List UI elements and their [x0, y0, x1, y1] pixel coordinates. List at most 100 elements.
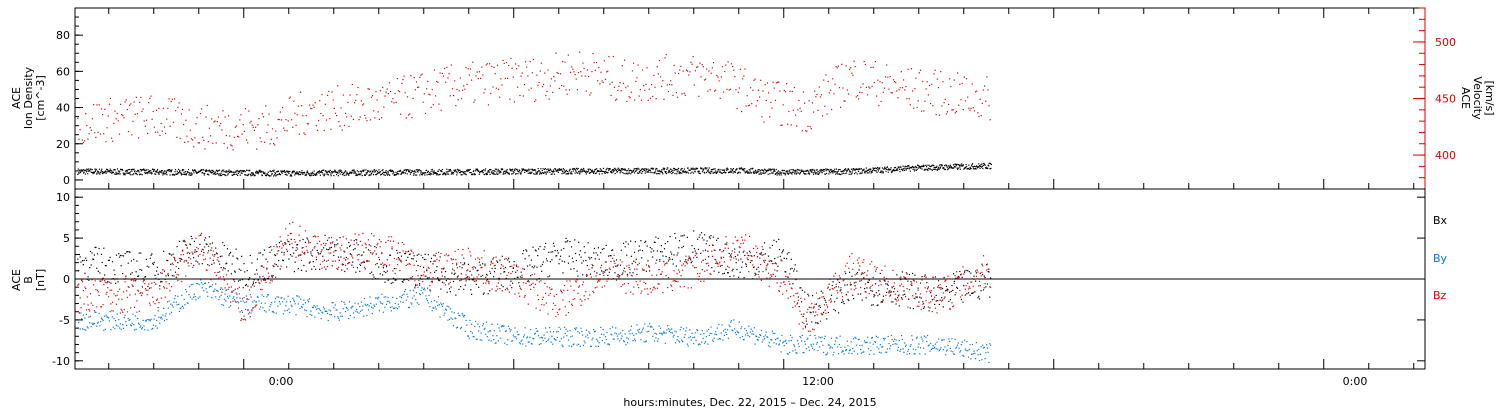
density-point: [970, 165, 973, 167]
density-point: [668, 169, 670, 172]
density-point: [876, 167, 878, 170]
velocity-point: [828, 92, 830, 94]
bx-point: [819, 306, 822, 309]
velocity-point: [268, 113, 270, 115]
density-point: [849, 170, 851, 172]
bx-point: [563, 247, 565, 250]
density-point: [498, 172, 500, 174]
density-point: [92, 172, 94, 175]
bx-point: [611, 249, 614, 251]
bx-point: [84, 272, 86, 274]
bx-point: [867, 281, 869, 283]
bx-point: [456, 276, 459, 278]
by-point: [582, 334, 584, 336]
density-point: [80, 169, 83, 171]
density-point: [615, 169, 618, 172]
bx-point: [245, 283, 247, 286]
density-point: [657, 172, 659, 175]
density-point: [973, 165, 975, 168]
by-point: [510, 329, 512, 331]
bx-point: [760, 253, 762, 255]
velocity-point: [204, 148, 206, 150]
by-point: [713, 337, 715, 339]
bx-point: [125, 275, 127, 277]
by-point: [185, 289, 187, 291]
velocity-point: [510, 57, 512, 60]
density-point: [364, 173, 366, 176]
density-point: [913, 166, 915, 168]
by-point: [114, 328, 116, 330]
bx-point: [146, 265, 148, 267]
density-point: [465, 174, 467, 176]
by-point: [442, 303, 444, 305]
velocity-point: [868, 86, 870, 88]
density-point: [250, 175, 252, 177]
by-point: [156, 319, 158, 322]
bx-point: [673, 254, 675, 256]
density-point: [788, 169, 790, 171]
velocity-point: [505, 61, 508, 64]
density-point: [431, 169, 434, 171]
velocity-point: [640, 99, 643, 101]
velocity-point: [896, 90, 898, 92]
bx-point: [698, 236, 700, 238]
density-point: [978, 163, 980, 165]
density-point: [96, 172, 98, 174]
by-point: [424, 289, 426, 291]
density-point: [180, 174, 182, 176]
bx-point: [248, 279, 250, 281]
bx-point: [542, 261, 544, 263]
by-point: [226, 289, 228, 291]
bx-point: [293, 271, 296, 273]
density-point: [178, 168, 180, 171]
velocity-point: [568, 89, 571, 91]
bx-point: [986, 283, 989, 285]
bx-point: [792, 283, 794, 285]
velocity-point: [331, 91, 333, 93]
velocity-point: [799, 107, 801, 109]
density-point: [545, 172, 547, 174]
density-point: [936, 169, 938, 171]
density-point: [873, 170, 875, 172]
density-point: [585, 173, 587, 175]
bx-point: [711, 244, 714, 246]
by-point: [685, 327, 688, 329]
velocity-point: [285, 118, 287, 121]
density-point: [234, 173, 236, 176]
density-point: [402, 171, 404, 173]
velocity-point: [462, 89, 464, 91]
bx-point: [268, 246, 270, 249]
density-point: [800, 170, 803, 173]
density-point: [539, 172, 542, 174]
velocity-point: [964, 100, 967, 102]
bx-point: [430, 261, 432, 263]
velocity-point: [562, 60, 564, 63]
velocity-point: [546, 90, 548, 93]
density-point: [932, 168, 934, 170]
velocity-point: [630, 91, 632, 93]
velocity-point: [279, 111, 281, 113]
by-point: [404, 289, 407, 291]
bx-point: [744, 254, 746, 257]
velocity-point: [980, 114, 982, 117]
velocity-point: [969, 109, 971, 111]
density-point: [795, 169, 797, 171]
bx-point: [860, 293, 862, 295]
velocity-point: [188, 109, 190, 111]
by-point: [466, 324, 468, 326]
velocity-point: [354, 102, 356, 104]
density-point: [599, 168, 601, 170]
velocity-axis-title-1: ACE: [1459, 87, 1472, 109]
density-point: [330, 173, 332, 175]
density-point: [526, 169, 528, 171]
density-point: [417, 170, 419, 172]
density-point: [142, 169, 144, 171]
velocity-point: [176, 136, 178, 138]
bx-point: [770, 260, 772, 262]
by-point: [629, 333, 631, 335]
by-point: [760, 329, 762, 331]
by-point: [719, 338, 721, 340]
bx-point: [801, 289, 803, 291]
by-point: [361, 309, 363, 311]
by-point: [717, 338, 719, 340]
